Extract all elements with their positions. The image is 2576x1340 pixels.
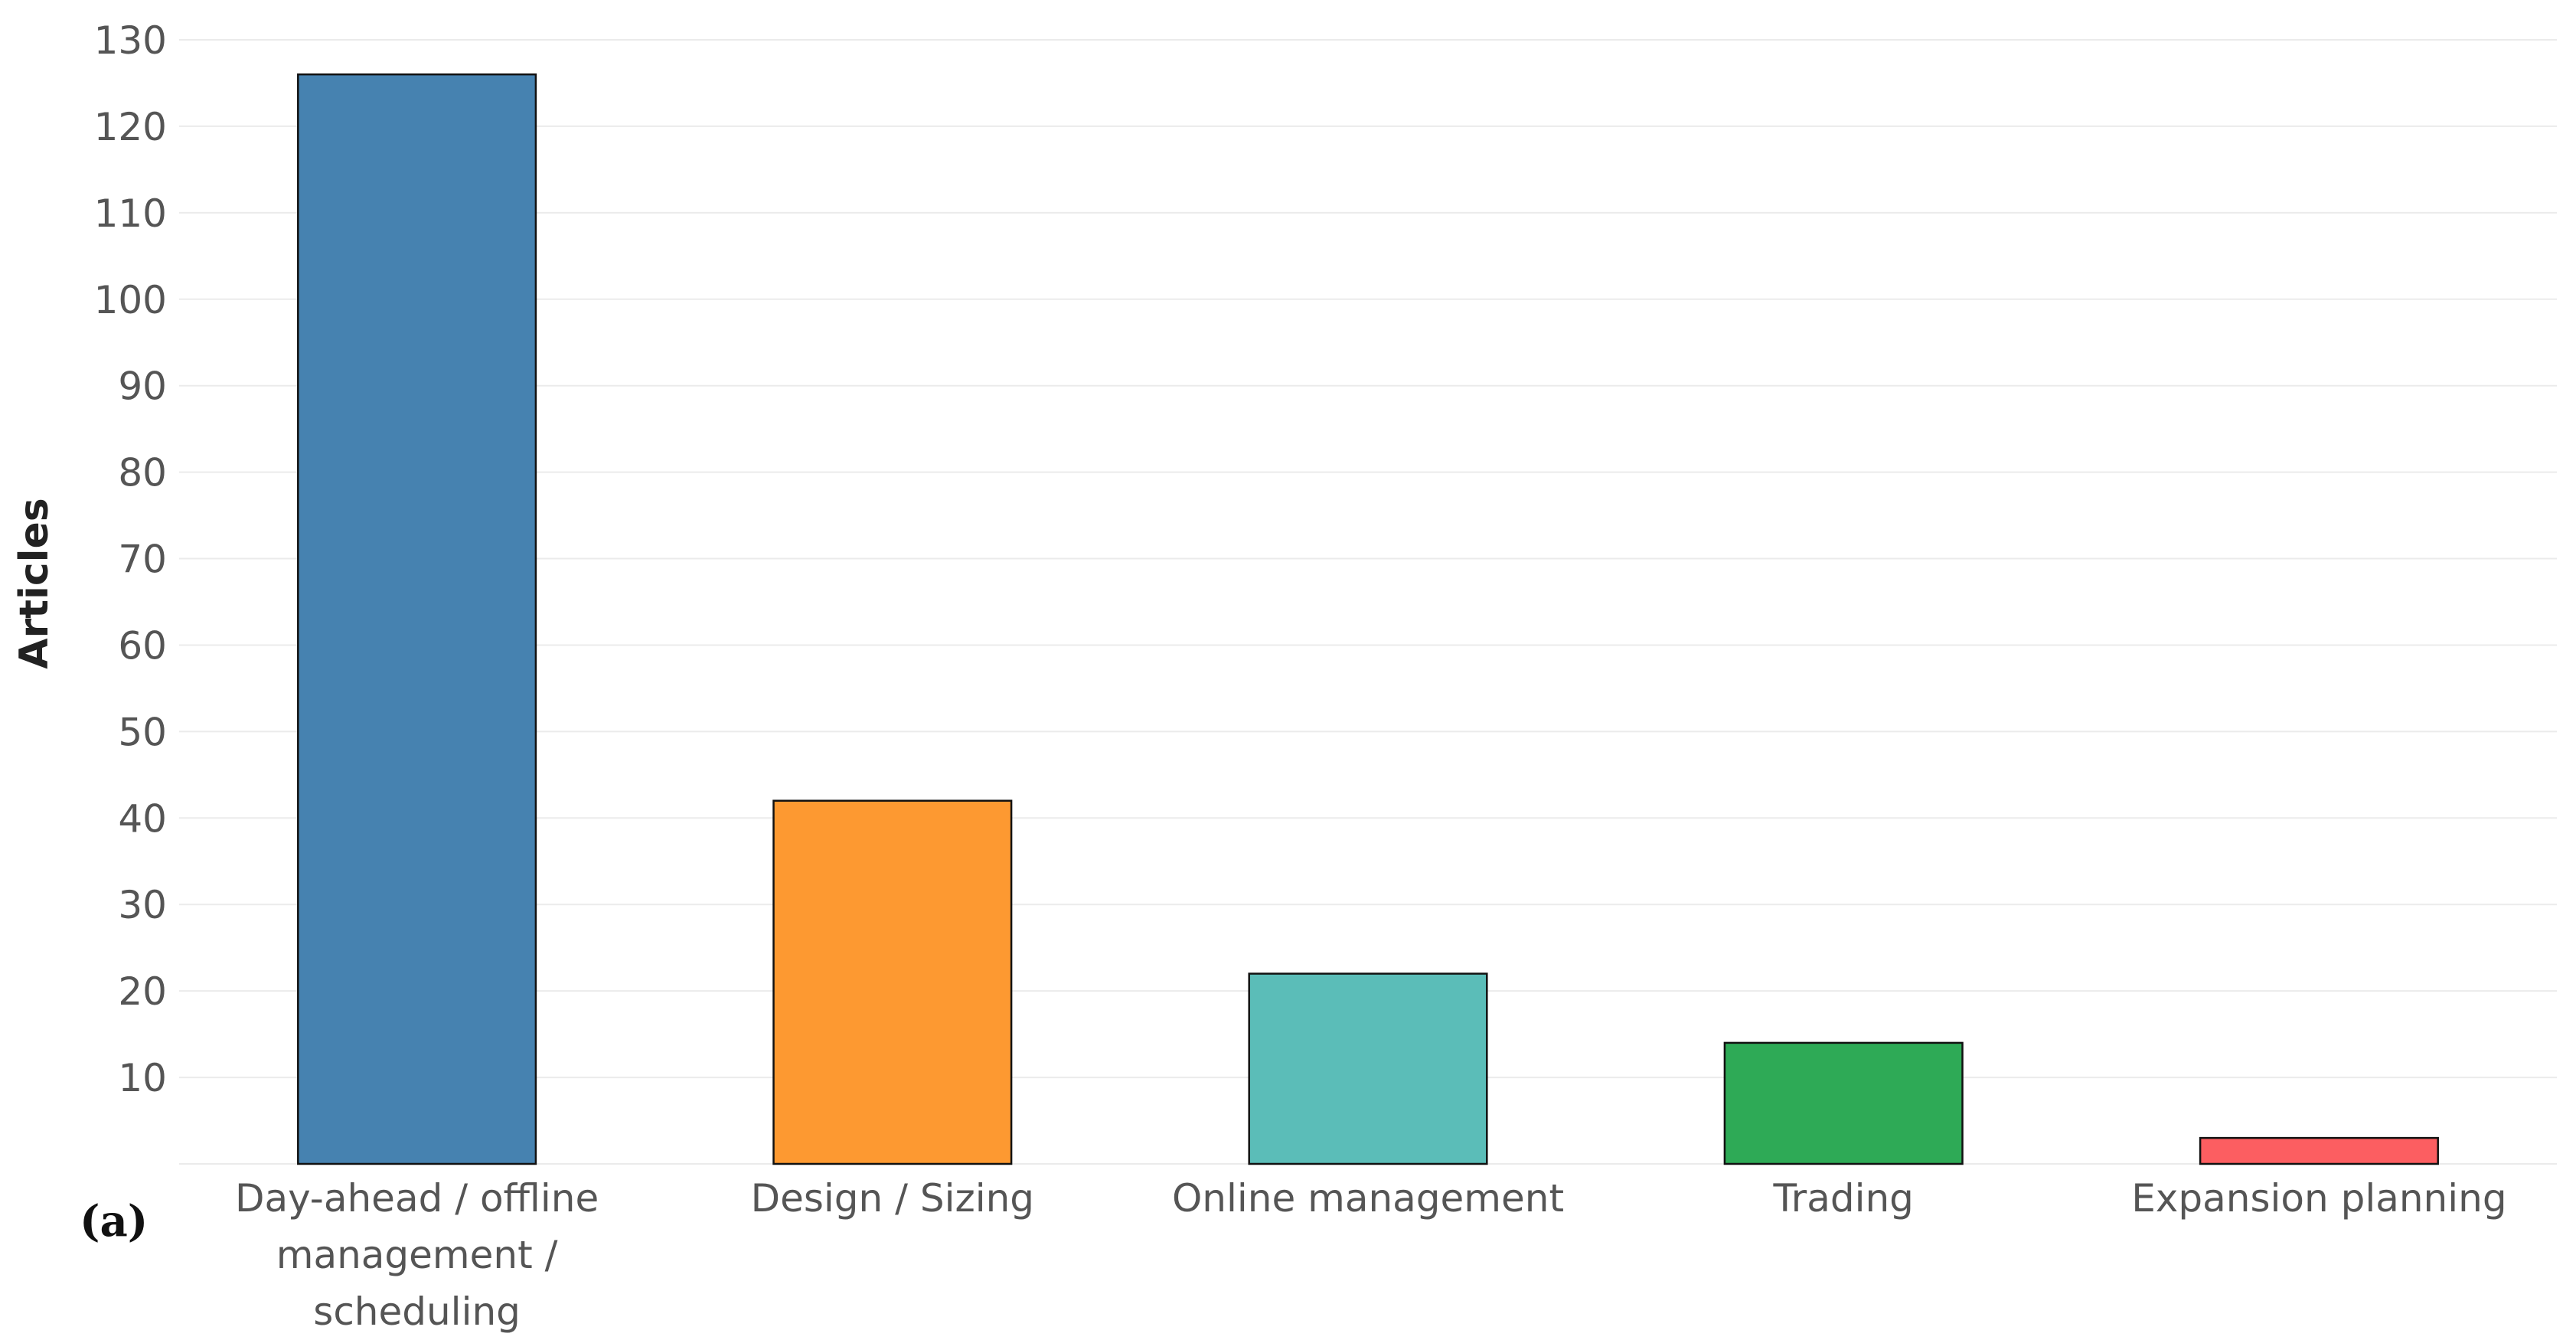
bar bbox=[1723, 1041, 1964, 1165]
y-tick-label: 30 bbox=[118, 883, 167, 927]
y-tick-label: 10 bbox=[118, 1056, 167, 1100]
bar bbox=[1248, 972, 1488, 1165]
x-tick-label: Expansion planning bbox=[2131, 1176, 2506, 1221]
y-tick-label: 90 bbox=[118, 364, 167, 409]
bars bbox=[297, 73, 2439, 1165]
bar bbox=[772, 799, 1013, 1165]
bar bbox=[297, 73, 537, 1165]
y-tick-label: 130 bbox=[94, 18, 167, 63]
y-tick-label: 80 bbox=[118, 451, 167, 495]
y-axis-ticks: 10 20 30 40 50 60 70 80 90 100 110 120 130 bbox=[94, 18, 167, 1100]
x-axis-ticks: Day-ahead / offline management / schedulin… bbox=[235, 1176, 2507, 1334]
y-tick-label: 70 bbox=[118, 538, 167, 582]
panel-label: (a) bbox=[80, 1196, 148, 1247]
x-tick-label: Online management bbox=[1172, 1176, 1564, 1221]
y-axis-label: Articles bbox=[11, 498, 57, 668]
y-tick-label: 50 bbox=[118, 710, 167, 754]
y-tick-label: 40 bbox=[118, 796, 167, 841]
y-tick-label: 120 bbox=[94, 105, 167, 149]
x-tick-label: Trading bbox=[1772, 1176, 1913, 1221]
x-tick-label: Day-ahead / offline management / schedulin… bbox=[235, 1176, 599, 1334]
bar bbox=[2199, 1136, 2439, 1165]
y-tick-label: 20 bbox=[118, 969, 167, 1014]
y-tick-label: 110 bbox=[94, 191, 167, 236]
y-tick-label: 100 bbox=[94, 278, 167, 322]
x-tick-label: Design / Sizing bbox=[751, 1176, 1034, 1221]
y-tick-label: 60 bbox=[118, 623, 167, 668]
